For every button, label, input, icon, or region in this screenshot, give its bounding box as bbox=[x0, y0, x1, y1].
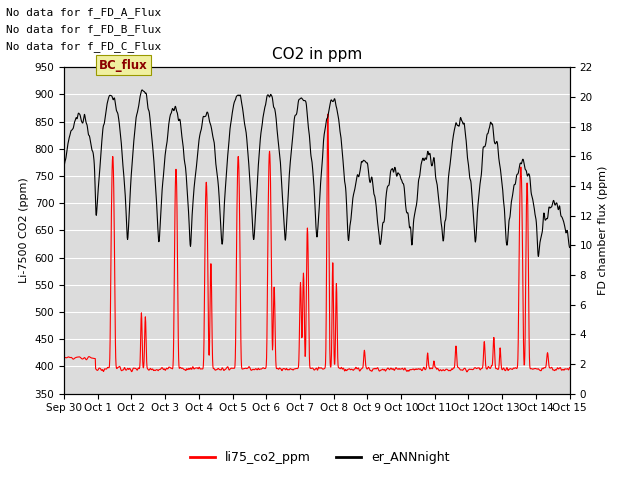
Text: No data for f_FD_A_Flux: No data for f_FD_A_Flux bbox=[6, 7, 162, 18]
Title: CO2 in ppm: CO2 in ppm bbox=[271, 47, 362, 62]
Text: No data for f_FD_B_Flux: No data for f_FD_B_Flux bbox=[6, 24, 162, 35]
Y-axis label: FD chamber flux (ppm): FD chamber flux (ppm) bbox=[598, 166, 608, 295]
Text: BC_flux: BC_flux bbox=[99, 59, 148, 72]
Legend: li75_co2_ppm, er_ANNnight: li75_co2_ppm, er_ANNnight bbox=[186, 446, 454, 469]
Y-axis label: Li-7500 CO2 (ppm): Li-7500 CO2 (ppm) bbox=[19, 178, 29, 283]
Text: No data for f_FD_C_Flux: No data for f_FD_C_Flux bbox=[6, 41, 162, 52]
